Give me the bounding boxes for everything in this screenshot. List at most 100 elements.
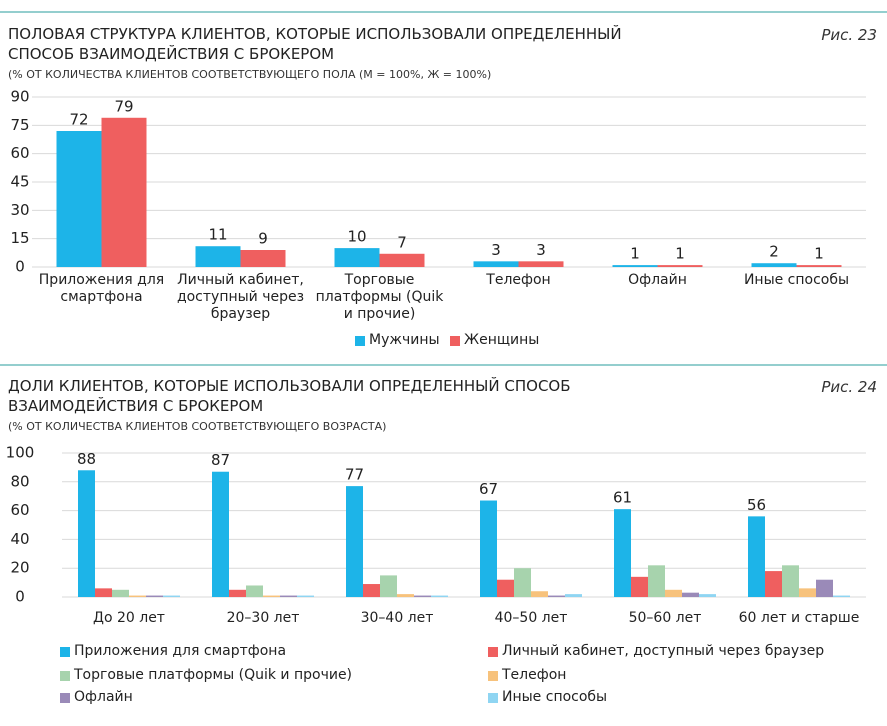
data-label: 67 xyxy=(479,480,498,498)
data-label: 7 xyxy=(397,233,407,251)
y-tick-label: 60 xyxy=(10,144,29,162)
bar xyxy=(297,595,314,597)
bar xyxy=(379,253,425,267)
legend-swatch xyxy=(488,647,498,657)
legend-swatch xyxy=(450,336,460,346)
data-label: 2 xyxy=(769,243,779,261)
bar xyxy=(334,248,380,267)
bar xyxy=(480,500,497,597)
y-tick-label: 60 xyxy=(10,501,29,519)
bar xyxy=(648,565,665,597)
bar xyxy=(631,576,648,597)
bar xyxy=(565,594,582,597)
data-label: 9 xyxy=(258,230,268,248)
bar xyxy=(612,265,658,267)
bar xyxy=(280,595,297,597)
bar xyxy=(614,509,631,597)
bar xyxy=(782,565,799,597)
x-tick-label: Телефон xyxy=(486,272,551,288)
legend-label: Приложения для смартфона xyxy=(74,643,287,659)
data-label: 3 xyxy=(491,241,501,259)
x-tick-label: Офлайн xyxy=(628,272,687,288)
bar xyxy=(56,131,102,267)
figure-label: Рис. 24 xyxy=(821,378,877,396)
y-tick-label: 20 xyxy=(10,559,29,577)
bar xyxy=(833,595,850,597)
x-tick-label: 60 лет и старше xyxy=(738,610,860,626)
chart-subtitle: (% ОТ КОЛИЧЕСТВА КЛИЕНТОВ СООТВЕТСТВУЮЩЕ… xyxy=(8,420,387,433)
y-tick-label: 90 xyxy=(10,88,29,106)
x-tick-label: 40–50 лет xyxy=(494,610,568,626)
bar xyxy=(751,263,797,267)
bar xyxy=(796,265,842,267)
bar xyxy=(548,595,565,597)
bar xyxy=(129,595,146,597)
chart-title: ПОЛОВАЯ СТРУКТУРА КЛИЕНТОВ, КОТОРЫЕ ИСПО… xyxy=(8,25,622,63)
chart-subtitle: (% ОТ КОЛИЧЕСТВА КЛИЕНТОВ СООТВЕТСТВУЮЩЕ… xyxy=(8,68,492,81)
bar xyxy=(346,486,363,597)
data-label: 77 xyxy=(345,466,364,484)
y-tick-label: 0 xyxy=(15,258,25,276)
y-tick-label: 40 xyxy=(10,530,29,548)
bar xyxy=(380,575,397,597)
bar xyxy=(163,595,180,597)
y-tick-label: 80 xyxy=(10,472,29,490)
data-label: 79 xyxy=(114,97,133,115)
chart-title: ДОЛИ КЛИЕНТОВ, КОТОРЫЕ ИСПОЛЬЗОВАЛИ ОПРЕ… xyxy=(8,377,571,415)
bar xyxy=(531,591,548,597)
bar xyxy=(799,588,816,597)
legend-swatch xyxy=(488,693,498,703)
y-tick-label: 45 xyxy=(10,173,29,191)
bar xyxy=(414,595,431,597)
x-tick-label: Иные способы xyxy=(743,272,850,288)
legend-label: Торговые платформы (Quik и прочие) xyxy=(74,667,353,683)
data-label: 10 xyxy=(347,228,366,246)
y-tick-label: 75 xyxy=(10,116,29,134)
bar xyxy=(665,589,682,597)
bar xyxy=(431,595,448,597)
legend-label: Иные способы xyxy=(502,689,608,705)
bar xyxy=(78,470,95,597)
bar xyxy=(195,246,241,267)
y-tick-label: 100 xyxy=(6,444,35,462)
data-label: 1 xyxy=(814,245,824,263)
legend-label: Телефон xyxy=(502,667,567,683)
bar xyxy=(514,568,531,597)
bar xyxy=(229,589,246,597)
data-label: 87 xyxy=(211,451,230,469)
bar xyxy=(518,261,564,267)
x-tick-label: 50–60 лет xyxy=(628,610,702,626)
bar xyxy=(363,584,380,597)
bar xyxy=(101,117,147,268)
bar xyxy=(682,592,699,597)
data-label: 61 xyxy=(613,489,632,507)
legend-swatch xyxy=(60,647,70,657)
bar xyxy=(146,595,163,597)
legend-swatch xyxy=(60,693,70,703)
legend-label: Офлайн xyxy=(74,689,133,705)
bar xyxy=(112,589,129,597)
x-tick-label: Приложения для смартфона xyxy=(38,272,165,305)
bar xyxy=(246,585,263,597)
legend-swatch xyxy=(355,336,365,346)
bar xyxy=(263,595,280,597)
bar xyxy=(699,594,716,597)
bar xyxy=(816,579,833,597)
legend-label: Личный кабинет, доступный через браузер xyxy=(502,643,825,659)
bar xyxy=(497,579,514,597)
bar xyxy=(748,516,765,597)
legend-swatch xyxy=(60,671,70,681)
legend-swatch xyxy=(488,671,498,681)
bar xyxy=(212,471,229,597)
data-label: 72 xyxy=(69,111,88,129)
legend-label: Мужчины xyxy=(369,332,440,348)
bar xyxy=(765,571,782,597)
legend-label: Женщины xyxy=(464,332,540,348)
x-tick-label: Личный кабинет, доступный через браузер xyxy=(176,272,305,322)
y-tick-label: 30 xyxy=(10,201,29,219)
y-tick-label: 0 xyxy=(15,588,25,606)
data-label: 11 xyxy=(208,226,227,244)
bar xyxy=(657,265,703,267)
x-tick-label: Торговые платформы (Quik и прочие) xyxy=(315,272,444,322)
